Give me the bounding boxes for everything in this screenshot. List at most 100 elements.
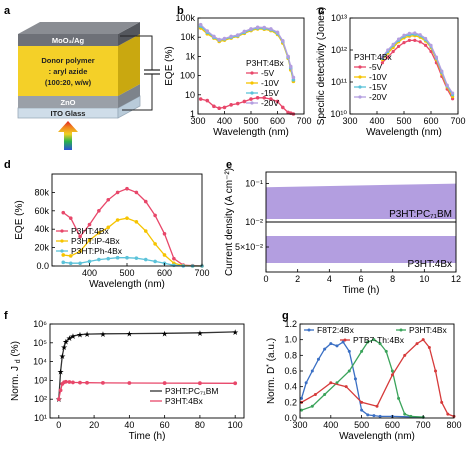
point-g-0-11	[366, 413, 370, 417]
point-g-1-11	[397, 396, 401, 400]
x-axis-label-c: Wavelength (nm)	[366, 127, 442, 138]
point-d-2-5	[106, 256, 111, 261]
point-b-3-9	[255, 25, 260, 30]
point-f-1-6	[71, 380, 75, 385]
point-c-3-4	[402, 33, 406, 37]
point-c-3-2	[391, 42, 395, 46]
point-f-0-13: ★	[232, 328, 239, 337]
point-f-1-7	[78, 380, 82, 385]
x-tick-label-e-1: 2	[295, 274, 300, 284]
circuit-wire-top	[120, 35, 153, 70]
series-line-d-0	[62, 188, 203, 267]
legend-marker-b-0	[250, 71, 254, 75]
point-d-0-11	[162, 232, 167, 236]
point-g-1-2	[323, 393, 327, 396]
point-f-1-12	[198, 381, 202, 386]
point-g-0-1	[304, 381, 308, 385]
legend-marker-b-2	[250, 91, 254, 95]
x-tick-label-e-3: 6	[358, 274, 363, 284]
point-c-0-3	[397, 44, 401, 48]
point-d-0-6	[115, 190, 120, 195]
active-layer	[18, 46, 118, 96]
zno-layer	[18, 96, 118, 108]
legend-label-f-1: P3HT:4Bx	[165, 396, 204, 406]
point-c-3-6	[413, 31, 417, 35]
point-b-3-16	[291, 75, 296, 80]
layer-label-moo3: MoO₃/Ag	[52, 36, 85, 45]
layer-label-azide: : aryl azide	[49, 67, 88, 76]
point-d-0-8	[134, 190, 139, 195]
series-line-g-0	[300, 341, 424, 418]
x-tick-label-g-1: 400	[323, 420, 338, 430]
point-b-3-15	[288, 64, 293, 69]
y-tick-label-c-0: 10¹⁰	[330, 109, 347, 119]
point-d-2-1	[68, 261, 73, 266]
point-d-2-10	[153, 259, 157, 264]
x-tick-label-f-5: 100	[228, 420, 243, 430]
point-g-2-2	[329, 381, 333, 385]
x-tick-label-c-4: 700	[450, 116, 465, 126]
point-f-1-4	[63, 379, 68, 384]
point-c-3-12	[445, 83, 449, 87]
plot-frame-c	[349, 17, 459, 115]
point-d-0-12	[172, 256, 176, 261]
point-b-3-2	[212, 34, 216, 39]
point-d-1-1	[68, 254, 73, 258]
legend-marker-c-0	[358, 65, 362, 69]
x-tick-label-f-0: 0	[56, 420, 61, 430]
chart-g: 300 400 500 600 700 800 Wavelength (nm) 0.0 0.2 0…	[266, 319, 462, 442]
point-c-0-6	[413, 38, 417, 42]
panel-letter-e: e	[226, 159, 232, 171]
legend-marker-d-0	[60, 229, 64, 233]
point-f-1-13	[233, 381, 238, 386]
y-tick-label-g-5: 1.0	[284, 335, 297, 345]
layer-label-ratio: (100:20, w/w)	[45, 78, 92, 87]
series-line-d-1	[63, 217, 202, 267]
x-tick-label-b-3: 600	[270, 116, 285, 126]
x-axis-label-e: Time (h)	[343, 285, 380, 296]
active-layer-side	[118, 34, 140, 96]
y-tick-label-e-0-0: 10⁻²	[245, 217, 263, 227]
point-b-3-12	[275, 30, 280, 35]
x-tick-label-e-0: 0	[263, 274, 268, 284]
point-g-0-13	[378, 414, 382, 418]
band-e-1	[266, 236, 456, 263]
point-g-2-9	[421, 338, 425, 342]
point-d-2-12	[172, 263, 176, 268]
point-f-1-8	[85, 380, 89, 385]
point-c-0-5	[407, 38, 411, 42]
layer-label-donor: Donor polymer	[41, 56, 94, 65]
point-d-1-9	[143, 229, 148, 233]
point-c-3-5	[407, 31, 411, 36]
point-d-2-9	[143, 257, 148, 262]
y-tick-label-c-1: 10¹¹	[331, 77, 347, 87]
panel-letter-c: c	[318, 5, 324, 17]
point-b-3-14	[286, 54, 290, 59]
point-b-3-11	[269, 27, 273, 31]
point-b-3-10	[262, 25, 267, 30]
legend-label-b-3: -20V	[261, 98, 279, 108]
y-tick-label-f-0: 10¹	[34, 413, 47, 423]
y-tick-label-g-3: 0.6	[284, 366, 297, 376]
point-c-3-7	[418, 33, 422, 37]
point-c-3-1	[386, 48, 390, 52]
x-tick-label-e-4: 8	[390, 274, 395, 284]
point-c-3-3	[397, 37, 401, 41]
layer-label-ito: ITO Glass	[51, 109, 86, 118]
y-axis-label-f: Norm. J d (%)	[10, 341, 22, 401]
x-tick-label-f-1: 20	[89, 420, 99, 430]
point-f-1-11	[162, 381, 167, 385]
point-d-0-5	[106, 197, 111, 202]
point-g-2-7	[403, 353, 407, 357]
legend-label-c-3: -20V	[369, 92, 387, 102]
legend-label-c-1: -10V	[369, 72, 387, 82]
point-g-0-8	[347, 349, 351, 353]
y-tick-label-d-2: 40k	[34, 224, 49, 234]
legend-title-c: P3HT:4Bx	[354, 52, 393, 62]
point-b-0-3	[217, 106, 221, 111]
y-tick-label-b-2: 100	[180, 71, 195, 81]
point-d-2-0	[61, 260, 66, 265]
legend-marker-c-1	[358, 75, 362, 79]
panel-letter-a: a	[4, 5, 11, 17]
